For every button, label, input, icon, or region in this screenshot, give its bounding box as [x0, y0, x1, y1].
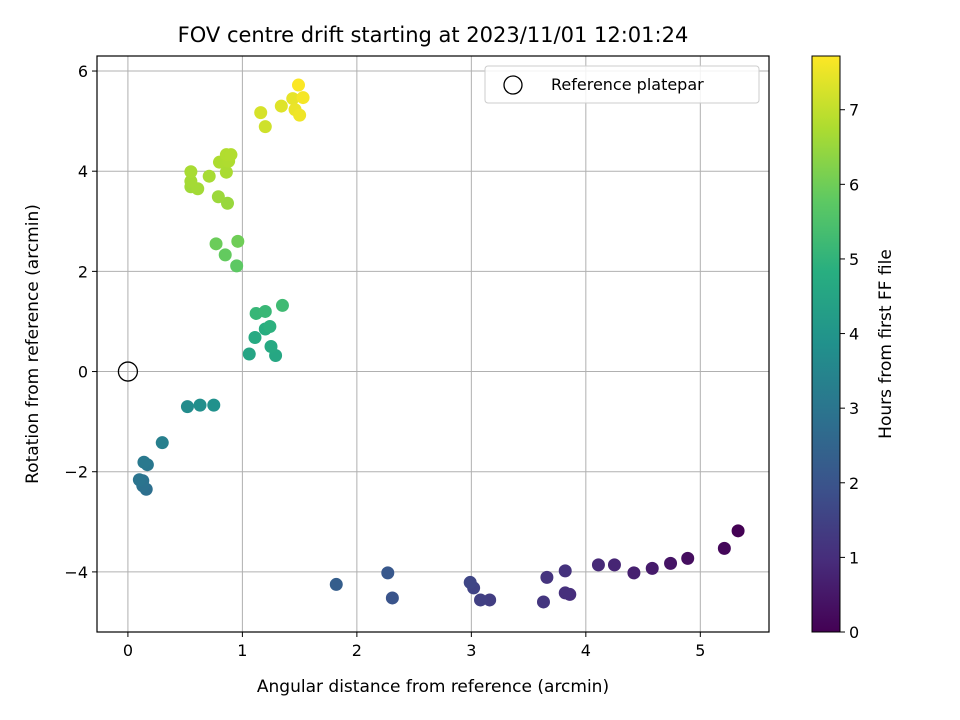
data-point: [645, 561, 659, 575]
data-point: [155, 436, 169, 450]
data-point: [681, 551, 695, 565]
data-point: [463, 575, 477, 589]
data-point: [218, 248, 232, 262]
y-tick-label: −2: [64, 463, 88, 482]
data-points: [132, 78, 745, 609]
data-point: [231, 234, 245, 248]
colorbar-ticks: 0 1 2 3 4 5 6 7: [840, 101, 859, 642]
data-point: [385, 591, 399, 605]
x-tick-label: 4: [581, 641, 591, 660]
data-point: [275, 298, 289, 312]
colorbar-label: Hours from first FF file: [876, 249, 896, 439]
colorbar-tick-label: 7: [849, 101, 859, 120]
y-tick-label: 0: [78, 363, 88, 382]
data-point: [607, 558, 621, 572]
data-point: [219, 165, 233, 179]
data-point: [184, 174, 198, 188]
data-point: [230, 259, 244, 273]
data-point: [717, 541, 731, 555]
data-point: [483, 593, 497, 607]
data-point: [540, 570, 554, 584]
y-tick-label: 2: [78, 262, 88, 281]
data-point: [137, 455, 151, 469]
legend-marker-icon: [503, 75, 523, 95]
x-axis-label: Angular distance from reference (arcmin): [257, 677, 609, 697]
data-point: [248, 330, 262, 344]
x-tick-label: 0: [123, 641, 133, 660]
colorbar: 0 1 2 3 4 5 6 7 Hours from first FF file: [811, 55, 896, 642]
data-point: [221, 196, 235, 210]
colorbar-tick-label: 1: [849, 548, 859, 567]
data-point: [211, 190, 225, 204]
data-point: [274, 99, 288, 113]
data-point: [293, 108, 307, 122]
data-point: [536, 595, 550, 609]
data-point: [329, 577, 343, 591]
colorbar-gradient: [811, 55, 841, 633]
colorbar-tick-label: 0: [849, 623, 859, 642]
data-point: [627, 566, 641, 580]
data-point: [202, 169, 216, 183]
data-point: [224, 148, 238, 162]
y-axis-label: Rotation from reference (arcmin): [23, 204, 43, 484]
colorbar-tick-label: 6: [849, 175, 859, 194]
x-tick-label: 1: [237, 641, 247, 660]
colorbar-tick-label: 3: [849, 399, 859, 418]
x-tick-label: 5: [695, 641, 705, 660]
colorbar-tick-label: 5: [849, 250, 859, 269]
y-tick-label: 6: [78, 62, 88, 81]
data-point: [258, 120, 272, 134]
x-axis-ticks: 0 1 2 3 4 5: [123, 632, 705, 660]
data-point: [180, 400, 194, 414]
x-tick-label: 3: [466, 641, 476, 660]
legend-box: [484, 65, 760, 104]
data-point: [193, 398, 207, 412]
data-point: [209, 237, 223, 251]
y-tick-label: 4: [78, 162, 88, 181]
chart-title: FOV centre drift starting at 2023/11/01 …: [178, 23, 689, 47]
data-point: [291, 78, 305, 92]
data-point: [558, 564, 572, 578]
data-point: [474, 593, 488, 607]
data-point: [184, 165, 198, 179]
legend: Reference platepar: [484, 65, 760, 104]
reference-marker-group: [117, 361, 139, 382]
data-point: [132, 473, 146, 487]
reference-platepar-marker: [117, 361, 139, 382]
data-point: [258, 304, 272, 318]
data-point: [286, 92, 300, 106]
data-point: [263, 319, 277, 333]
data-point: [207, 398, 221, 412]
data-point: [731, 524, 745, 538]
colorbar-tick-label: 2: [849, 474, 859, 493]
data-point: [558, 586, 572, 600]
y-axis-ticks: −4 −2 0 2 4 6: [64, 62, 97, 582]
data-point: [381, 566, 395, 580]
plot-area: [97, 56, 769, 632]
data-point: [664, 556, 678, 570]
x-tick-label: 2: [352, 641, 362, 660]
data-point: [264, 340, 278, 354]
plot-frame: [96, 55, 770, 633]
data-point: [242, 347, 256, 361]
data-point: [254, 106, 268, 120]
y-tick-label: −4: [64, 563, 88, 582]
data-point: [296, 91, 310, 105]
colorbar-tick-label: 4: [849, 325, 859, 344]
legend-entry-reference: Reference platepar: [551, 75, 704, 94]
data-point: [591, 558, 605, 572]
